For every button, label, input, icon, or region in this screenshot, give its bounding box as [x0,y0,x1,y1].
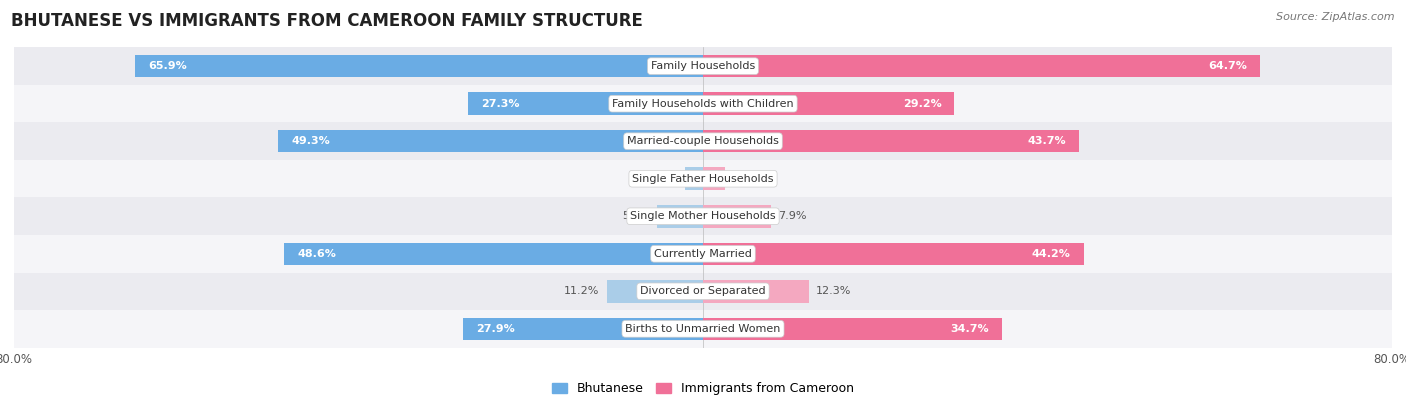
Text: Married-couple Households: Married-couple Households [627,136,779,146]
Bar [14,122,1392,160]
Bar [703,92,955,115]
Text: Family Households with Children: Family Households with Children [612,99,794,109]
Text: 5.3%: 5.3% [623,211,651,221]
Bar [658,205,703,228]
Text: 48.6%: 48.6% [298,249,336,259]
Bar [463,318,703,340]
Bar [685,167,703,190]
Bar [14,310,1392,348]
Text: BHUTANESE VS IMMIGRANTS FROM CAMEROON FAMILY STRUCTURE: BHUTANESE VS IMMIGRANTS FROM CAMEROON FA… [11,12,643,30]
Text: 65.9%: 65.9% [149,61,187,71]
Text: 64.7%: 64.7% [1208,61,1247,71]
Bar [14,273,1392,310]
Bar [14,47,1392,85]
Legend: Bhutanese, Immigrants from Cameroon: Bhutanese, Immigrants from Cameroon [551,382,855,395]
Text: Family Households: Family Households [651,61,755,71]
Bar [703,167,724,190]
Text: 29.2%: 29.2% [903,99,942,109]
Bar [606,280,703,303]
Text: 43.7%: 43.7% [1028,136,1066,146]
Bar [703,318,1002,340]
Text: Currently Married: Currently Married [654,249,752,259]
Bar [703,55,1260,77]
Bar [14,198,1392,235]
Text: Births to Unmarried Women: Births to Unmarried Women [626,324,780,334]
Bar [468,92,703,115]
Bar [278,130,703,152]
Bar [135,55,703,77]
Text: 49.3%: 49.3% [291,136,330,146]
Bar [14,85,1392,122]
Bar [14,235,1392,273]
Text: 12.3%: 12.3% [815,286,851,296]
Text: 2.5%: 2.5% [731,174,759,184]
Bar [703,130,1080,152]
Bar [703,243,1084,265]
Text: Source: ZipAtlas.com: Source: ZipAtlas.com [1277,12,1395,22]
Bar [703,205,770,228]
Text: 27.9%: 27.9% [475,324,515,334]
Text: Divorced or Separated: Divorced or Separated [640,286,766,296]
Text: 44.2%: 44.2% [1032,249,1071,259]
Text: 27.3%: 27.3% [481,99,519,109]
Text: 2.1%: 2.1% [650,174,678,184]
Text: 34.7%: 34.7% [950,324,988,334]
Text: 7.9%: 7.9% [778,211,807,221]
Bar [284,243,703,265]
Text: Single Mother Households: Single Mother Households [630,211,776,221]
Bar [703,280,808,303]
Text: 11.2%: 11.2% [564,286,599,296]
Text: Single Father Households: Single Father Households [633,174,773,184]
Bar [14,160,1392,198]
